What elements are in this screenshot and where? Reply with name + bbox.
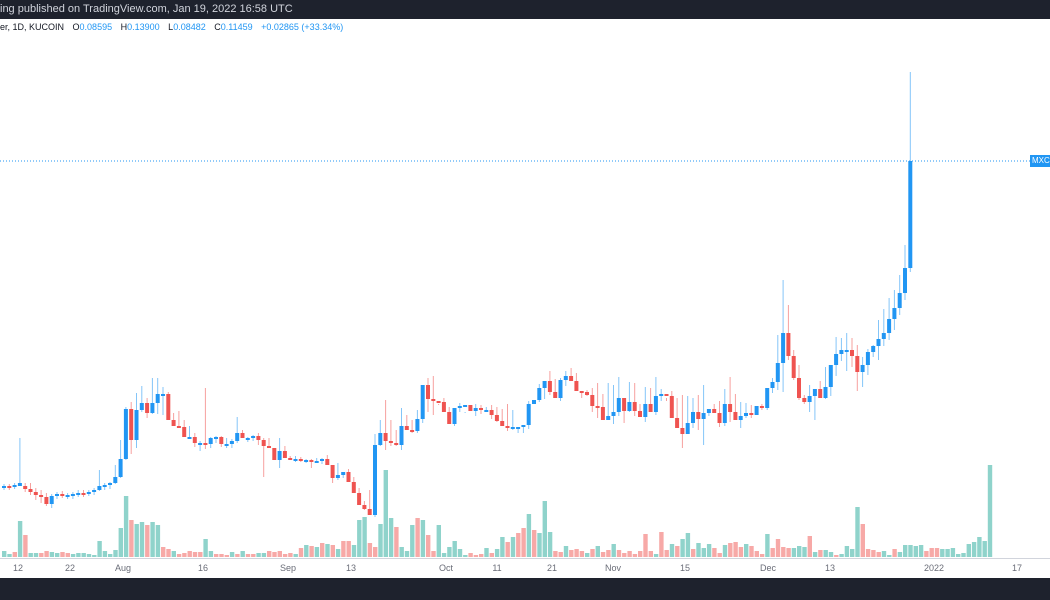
- change-value: +0.02865 (+33.34%): [261, 22, 344, 32]
- time-axis[interactable]: 12 22 Aug 16 Sep 13 Oct 11 21 Nov 15 Dec 13 2022 17: [0, 558, 1050, 579]
- time-tick: 13: [345, 563, 357, 573]
- volume-bars: [2, 465, 993, 557]
- time-tick: 15: [679, 563, 691, 573]
- open-label: O: [72, 22, 80, 32]
- time-tick: 11: [492, 563, 502, 573]
- time-tick: Sep: [279, 563, 297, 573]
- low-value: 0.08482: [173, 22, 206, 32]
- time-tick: 2022: [923, 563, 945, 573]
- publish-info: ing published on TradingView.com, Jan 19…: [0, 3, 293, 15]
- candlestick-chart[interactable]: [0, 35, 1050, 558]
- publish-bar: ing published on TradingView.com, Jan 19…: [0, 0, 1050, 19]
- close-label: C: [214, 22, 221, 32]
- low-label: L: [168, 22, 174, 32]
- time-tick: Aug: [114, 563, 132, 573]
- time-tick: 16: [197, 563, 209, 573]
- high-label: H: [120, 22, 128, 32]
- symbol-info: er, 1D, KUCOIN: [0, 22, 65, 32]
- time-tick: 22: [64, 563, 76, 573]
- time-tick: 13: [824, 563, 836, 573]
- open-value: 0.08595: [79, 22, 113, 32]
- time-tick: Dec: [759, 563, 777, 573]
- close-value: 0.11459: [220, 22, 253, 32]
- time-tick: 17: [1011, 563, 1023, 573]
- candles: [2, 72, 913, 517]
- high-value: 0.13900: [127, 22, 160, 32]
- time-tick: Oct: [438, 563, 454, 573]
- ohlc-legend: er, 1D, KUCOIN O0.08595 H0.13900 L0.0848…: [0, 19, 343, 35]
- time-tick: 21: [546, 563, 558, 573]
- last-price-tag: MXC: [1030, 155, 1050, 167]
- bottom-bar: [0, 578, 1050, 600]
- time-tick: 12: [12, 563, 24, 573]
- time-tick: Nov: [604, 563, 622, 573]
